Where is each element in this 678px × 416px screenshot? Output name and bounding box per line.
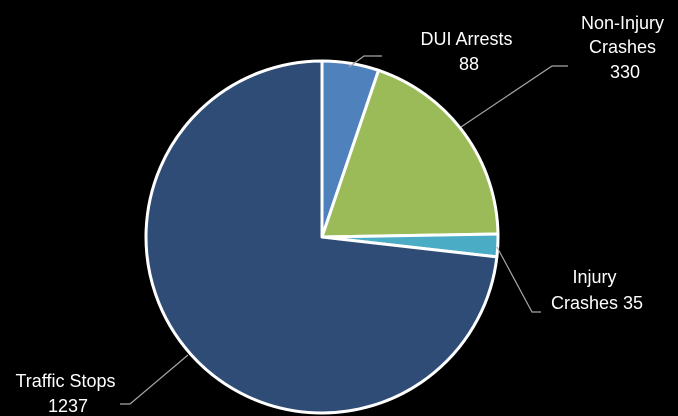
- slice-traffic: [144, 59, 499, 415]
- pie-slices: [144, 59, 500, 415]
- label-injury: Injury Crashes 35: [551, 267, 643, 313]
- slice-noninjury: [320, 68, 500, 239]
- leader-lines: [120, 55, 568, 405]
- leader-line-traffic: [120, 354, 189, 405]
- leader-line-noninjury: [460, 65, 568, 128]
- leader-line-injury: [496, 246, 541, 313]
- label-dui: DUI Arrests 88: [420, 29, 517, 74]
- label-noninjury: Non-Injury Crashes 330: [581, 13, 669, 82]
- label-traffic: Traffic Stops 1237: [15, 371, 120, 416]
- slice-labels: DUI Arrests 88 Non-Injury Crashes 330 In…: [15, 13, 669, 416]
- leader-line-dui: [348, 55, 382, 68]
